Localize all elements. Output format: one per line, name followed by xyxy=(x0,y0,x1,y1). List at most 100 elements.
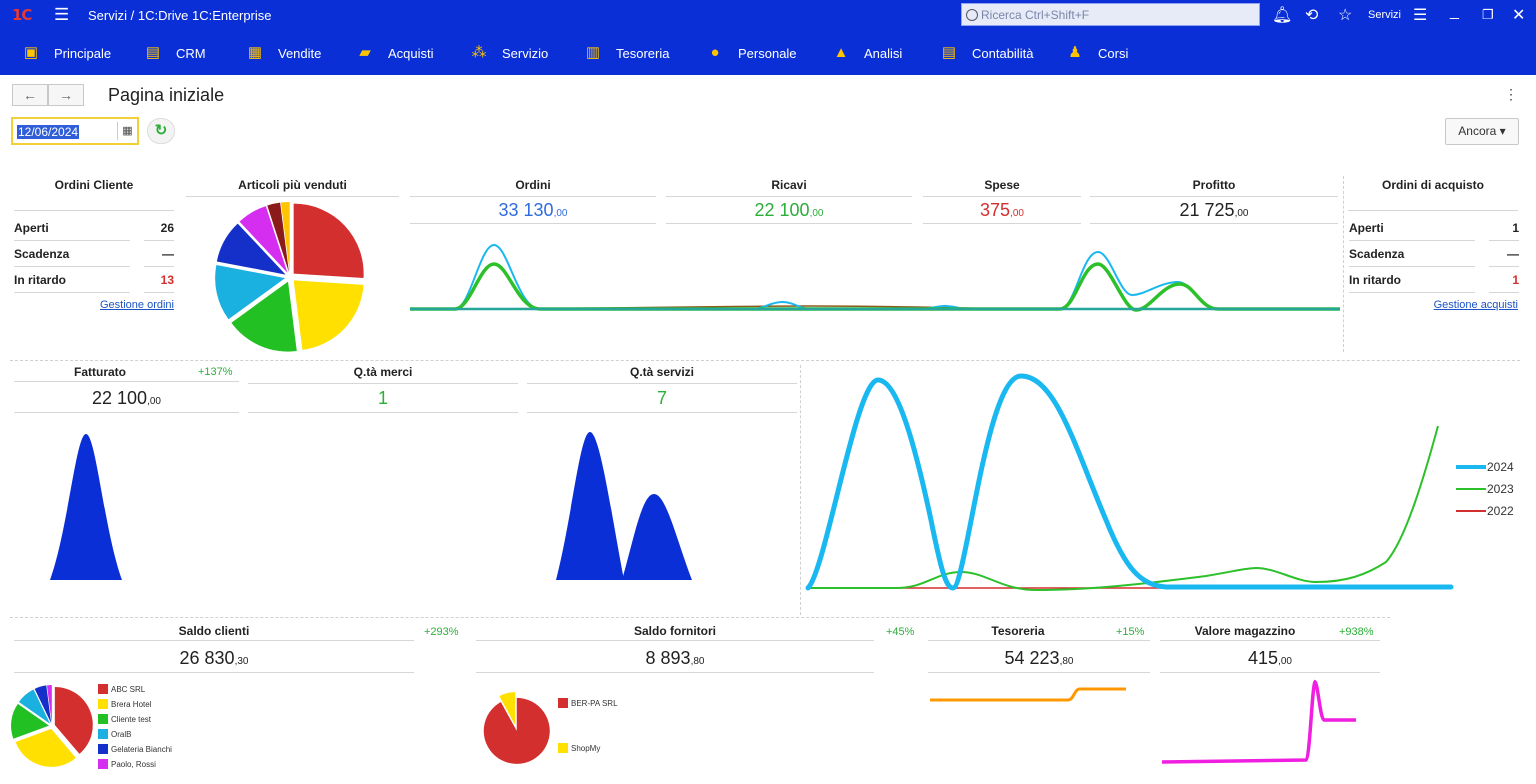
gestione-acquisti-link[interactable]: Gestione acquisti xyxy=(1433,299,1518,311)
fornitori-slice[interactable] xyxy=(499,692,516,726)
clienti-slice[interactable] xyxy=(11,703,50,739)
legend-item: ABC SRL xyxy=(98,684,145,694)
divider xyxy=(1090,223,1338,224)
magazzino-title: Valore magazzino xyxy=(1194,624,1296,638)
menu-item-acquisti[interactable]: ▰ Acquisti xyxy=(354,43,433,63)
row-value[interactable]: — xyxy=(1507,247,1519,261)
legend-item: OralB xyxy=(98,729,131,739)
kpi-value[interactable]: 21 725,00 xyxy=(1179,200,1249,220)
divider xyxy=(1343,176,1344,352)
articoli-slice[interactable] xyxy=(216,223,286,275)
articoli-slice[interactable] xyxy=(239,206,288,273)
saldo-clienti-pct: +293% xyxy=(424,626,459,638)
legend-item-2024: 2024 xyxy=(1456,460,1514,474)
row-value[interactable]: 1 xyxy=(1512,273,1519,287)
legend-item: Cliente test xyxy=(98,714,151,724)
date-field[interactable]: 12/06/2024 ▦ xyxy=(11,117,139,145)
menu-item-contabilit[interactable]: ▤ Contabilità xyxy=(938,43,1034,63)
saldo-fornitori-value: 8 893,80 xyxy=(645,648,705,668)
divider xyxy=(1349,292,1475,293)
truck-icon: ▰ xyxy=(359,44,371,61)
menu-item-vendite[interactable]: ▦ Vendite xyxy=(244,43,321,63)
kpi-value[interactable]: 22 100,00 xyxy=(754,200,824,220)
clienti-slice[interactable] xyxy=(15,728,76,767)
articoli-slice[interactable] xyxy=(293,280,364,350)
ordini-acquisto-title: Ordini di acquisto xyxy=(1381,178,1484,192)
menu-item-label: Principale xyxy=(54,45,112,61)
gestione-ordini-link[interactable]: Gestione ordini xyxy=(100,299,174,311)
minimize-icon[interactable]: _ xyxy=(1450,3,1459,20)
divider xyxy=(14,640,414,641)
articoli-slice[interactable] xyxy=(267,202,289,273)
date-value: 12/06/2024 xyxy=(17,125,80,139)
legend-label: Paolo, Rossi xyxy=(111,759,156,769)
menu-item-principale[interactable]: ▣ Principale xyxy=(20,43,111,63)
clienti-slice[interactable] xyxy=(18,689,51,724)
legend-item-2023: 2023 xyxy=(1456,482,1514,496)
menu-item-servizio[interactable]: ⁂ Servizio xyxy=(468,43,549,63)
kpi-value[interactable]: 375,00 xyxy=(980,200,1024,220)
search-input[interactable]: Ricerca Ctrl+Shift+F xyxy=(961,3,1260,26)
menu-item-label: Corsi xyxy=(1098,45,1129,61)
menu-item-tesoreria[interactable]: ▥ Tesoreria xyxy=(582,43,670,63)
menu-item-analisi[interactable]: ▲ Analisi xyxy=(830,43,903,63)
trend-cyan-line xyxy=(410,243,1340,310)
row-value[interactable]: 13 xyxy=(160,273,174,287)
magazzino-pct: +938% xyxy=(1339,626,1374,638)
articoli-slice[interactable] xyxy=(231,281,297,352)
menu-item-label: Vendite xyxy=(278,45,322,61)
legend-item: Paolo, Rossi xyxy=(98,759,156,769)
divider xyxy=(1349,240,1475,241)
kpi-value[interactable]: 33 130,00 xyxy=(498,200,568,220)
clienti-slice[interactable] xyxy=(46,685,52,724)
menu-item-corsi[interactable]: ♟ Corsi xyxy=(1064,43,1128,63)
row-value[interactable]: — xyxy=(162,247,174,261)
more-options-icon[interactable]: ⋮ xyxy=(1504,86,1518,102)
menu-icon[interactable]: ☰ xyxy=(54,5,70,24)
tesoreria-value: 54 223,80 xyxy=(1004,648,1074,668)
row-label: Scadenza xyxy=(14,247,70,261)
legend-swatch xyxy=(1456,488,1486,490)
services-label[interactable]: Servizi xyxy=(1368,9,1402,21)
app-logo[interactable]: 1C xyxy=(12,6,32,24)
forward-button[interactable]: → xyxy=(48,84,84,106)
page-title: Pagina iniziale xyxy=(108,85,225,105)
legend-swatch xyxy=(98,684,108,694)
fatturato-title: Fatturato xyxy=(74,365,126,379)
history-icon[interactable]: ⟲ xyxy=(1305,7,1319,24)
menu-item-label: Analisi xyxy=(864,45,903,61)
divider xyxy=(1489,240,1519,241)
articoli-slice[interactable] xyxy=(280,202,290,273)
app-title: Servizi / 1C:Drive 1C:Enterprise xyxy=(88,8,272,23)
close-icon[interactable]: ✕ xyxy=(1512,7,1526,24)
menu-item-personale[interactable]: ● Personale xyxy=(704,43,796,63)
legend-label: Cliente test xyxy=(111,714,152,724)
star-icon[interactable]: ☆ xyxy=(1338,7,1353,24)
kpi-title: Spese xyxy=(923,178,1081,197)
more-button[interactable]: Ancora ▾ xyxy=(1445,118,1519,145)
articoli-slice[interactable] xyxy=(293,203,364,278)
saldo-fornitori-pct: +45% xyxy=(886,626,915,638)
clienti-slice[interactable] xyxy=(54,686,93,754)
clienti-slice[interactable] xyxy=(34,685,52,724)
fornitori-slice[interactable] xyxy=(483,697,550,764)
divider xyxy=(144,266,174,267)
legend-swatch xyxy=(98,744,108,754)
divider xyxy=(928,640,1150,641)
filter-icon[interactable]: ☰ xyxy=(1413,7,1428,24)
divider xyxy=(476,640,874,641)
articoli-slice[interactable] xyxy=(215,264,286,320)
menu-item-crm[interactable]: ▤ CRM xyxy=(142,43,206,63)
calendar-icon[interactable]: ▦ xyxy=(117,122,137,140)
legend-swatch xyxy=(558,698,568,708)
row-value[interactable]: 26 xyxy=(160,221,174,235)
legend-label: BER-PA SRL xyxy=(571,698,618,708)
qta-servizi-title: Q.tà servizi xyxy=(527,365,797,384)
legend-swatch xyxy=(1456,510,1486,512)
row-value[interactable]: 1 xyxy=(1512,221,1519,235)
bell-icon[interactable]: 🔔︎ xyxy=(1272,7,1293,24)
refresh-button[interactable]: ↻ xyxy=(147,118,175,144)
restore-icon[interactable]: ❐ xyxy=(1482,7,1494,22)
back-button[interactable]: ← xyxy=(12,84,48,106)
cash-register-icon: ▦ xyxy=(247,44,263,61)
